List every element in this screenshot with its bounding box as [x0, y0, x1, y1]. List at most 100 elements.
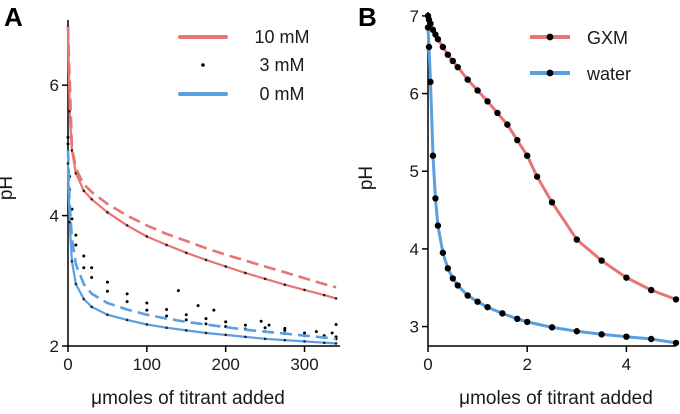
panel-a-data-point — [90, 276, 94, 280]
panel-b-x-axis-title: μmoles of titrant added — [459, 388, 653, 409]
panel-a-data-point — [224, 333, 227, 337]
panel-a-data-point — [283, 283, 287, 287]
panel-b-data-point — [598, 257, 605, 264]
panel-a-data-point — [82, 266, 86, 270]
panel-b-legend-marker — [546, 33, 554, 41]
panel-b-data-point — [548, 324, 556, 331]
panel-b-data-point — [439, 249, 447, 256]
panel-a-data-point — [145, 301, 149, 305]
panel-b-axes: 3 4 5 6 7 0 2 4 — [410, 7, 676, 374]
panel-a-series-line — [66, 150, 337, 341]
panel-b-data-point — [434, 222, 442, 229]
panel-b-data-point — [432, 195, 439, 202]
panel-a-data-point — [184, 251, 188, 255]
panel-b-legend: GXM water — [530, 28, 631, 84]
panel-a-data-point — [165, 307, 169, 311]
panel-b-legend-label: GXM — [587, 28, 628, 48]
panel-a-data-point — [68, 109, 71, 113]
panel-a-data-point — [145, 235, 149, 238]
panel-a-data-point — [105, 280, 109, 284]
panel-a-data-point — [165, 243, 168, 247]
panel-a-data-point — [243, 323, 247, 327]
panel-a-x-axis-title: μmoles of titrant added — [91, 388, 285, 409]
panel-a-data-point — [303, 331, 307, 335]
panel-a-data-point — [184, 329, 188, 332]
panel-a-x-tick-label: 100 — [133, 355, 161, 374]
panel-b-series-gxm — [424, 12, 680, 303]
panel-a-data-point — [68, 220, 71, 224]
panel-a-data-point — [165, 326, 168, 330]
panel-a-data-point — [70, 217, 74, 221]
panel-b-data-point — [672, 339, 680, 347]
panel-b-data-point — [449, 275, 456, 282]
panel-a-data-point — [66, 142, 70, 146]
panel-a-data-point — [90, 266, 94, 270]
panel-a-data-point — [334, 322, 338, 326]
panel-a-data-point — [105, 289, 109, 293]
panel-b-data-point — [524, 152, 531, 159]
panel-a-data-point — [322, 341, 326, 345]
panel-a-y-tick-label: 6 — [50, 76, 59, 95]
panel-b-y-tick-label: 5 — [410, 162, 419, 181]
panel-a-data-point — [334, 297, 338, 300]
panel-b-data-point — [454, 63, 461, 71]
panel-a-series-10-mm — [66, 25, 338, 300]
panel-b-data-point — [484, 98, 491, 105]
panel-b-data-point — [439, 43, 447, 51]
panel-a-data-point — [263, 337, 267, 341]
panel-b-data-point — [514, 315, 521, 323]
panel-a-data-point — [74, 233, 78, 237]
panel-a-series-3-mm — [66, 135, 338, 339]
panel-b-x-tick-label: 4 — [622, 355, 631, 374]
panel-a-data-point — [82, 297, 86, 301]
panel-a-data-point — [66, 162, 70, 165]
panel-a-data-point — [196, 304, 200, 308]
panel-a-data-point — [82, 189, 86, 193]
panel-b-data-point — [484, 303, 491, 311]
panel-a-data-point — [82, 254, 86, 258]
panel-b-data-point — [499, 310, 506, 317]
panel-b-y-axis-title: pH — [356, 166, 377, 190]
panel-a-data-point — [244, 335, 247, 339]
panel-a-data-point — [259, 319, 263, 323]
panel-a-data-point — [244, 271, 247, 275]
panel-a-data-point — [125, 318, 129, 322]
panel-b-data-point — [454, 282, 461, 289]
panel-b-x-tick-label: 0 — [423, 355, 432, 374]
panel-b-data-point — [573, 236, 580, 243]
panel-b-data-point — [648, 335, 655, 343]
panel-b-y-tick-label: 3 — [410, 318, 419, 337]
panel-b: B 3 4 5 6 7 0 2 4 GXM water pH μmoles of titrant… — [356, 2, 680, 409]
panel-a-x-tick-label: 300 — [290, 355, 318, 374]
panel-b-series-line — [426, 27, 677, 345]
panel-a-data-point — [322, 293, 326, 297]
panel-b-data-point — [573, 328, 580, 335]
panel-a-data-point — [184, 318, 188, 322]
panel-a-series-line — [66, 163, 337, 345]
panel-a-series-0-mm — [66, 150, 337, 341]
panel-b-series-line — [426, 15, 677, 301]
panel-a-x-tick-label: 0 — [63, 355, 72, 374]
panel-a-data-point — [330, 331, 334, 335]
panel-a-letter: A — [4, 2, 23, 32]
panel-a-data-point — [165, 314, 169, 318]
panel-a-legend: 10 mM 3 mM 0 mM — [178, 27, 310, 104]
panel-a-series-line — [66, 26, 337, 289]
panel-a-data-point — [314, 330, 318, 334]
panel-a-data-point — [106, 211, 109, 214]
panel-a-series-3-mm — [66, 142, 338, 341]
panel-b-series-water — [424, 24, 680, 347]
panel-a-y-tick-label: 2 — [50, 337, 59, 356]
panel-b-letter: B — [358, 2, 377, 32]
panel-a-data-point — [74, 243, 78, 247]
panel-a-data-point — [204, 317, 208, 321]
panel-a: A 2 4 6 0 100 200 300 10 mM 3 mM 0 mM pH μmoles … — [0, 2, 340, 409]
panel-a-data-point — [212, 308, 216, 312]
panel-a-data-point — [303, 288, 306, 292]
panel-b-legend-label: water — [586, 64, 631, 84]
panel-a-data-point — [204, 258, 208, 262]
panel-a-data-point — [66, 135, 70, 139]
panel-b-data-point — [464, 292, 471, 299]
panel-b-data-point — [434, 35, 442, 43]
panel-a-data-point — [334, 342, 338, 345]
